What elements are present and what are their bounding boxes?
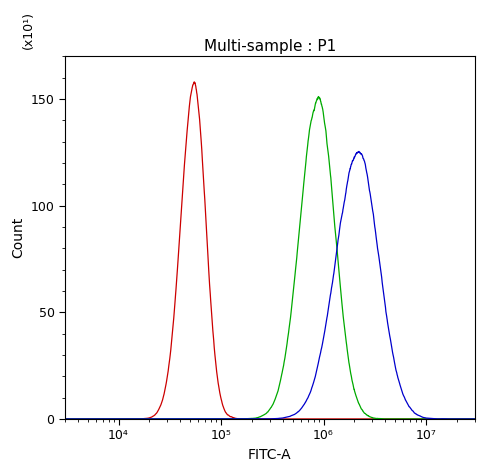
X-axis label: FITC-A: FITC-A xyxy=(248,448,292,462)
Title: Multi-sample : P1: Multi-sample : P1 xyxy=(204,39,336,54)
Text: (x10¹): (x10¹) xyxy=(21,11,35,49)
Y-axis label: Count: Count xyxy=(11,217,25,258)
